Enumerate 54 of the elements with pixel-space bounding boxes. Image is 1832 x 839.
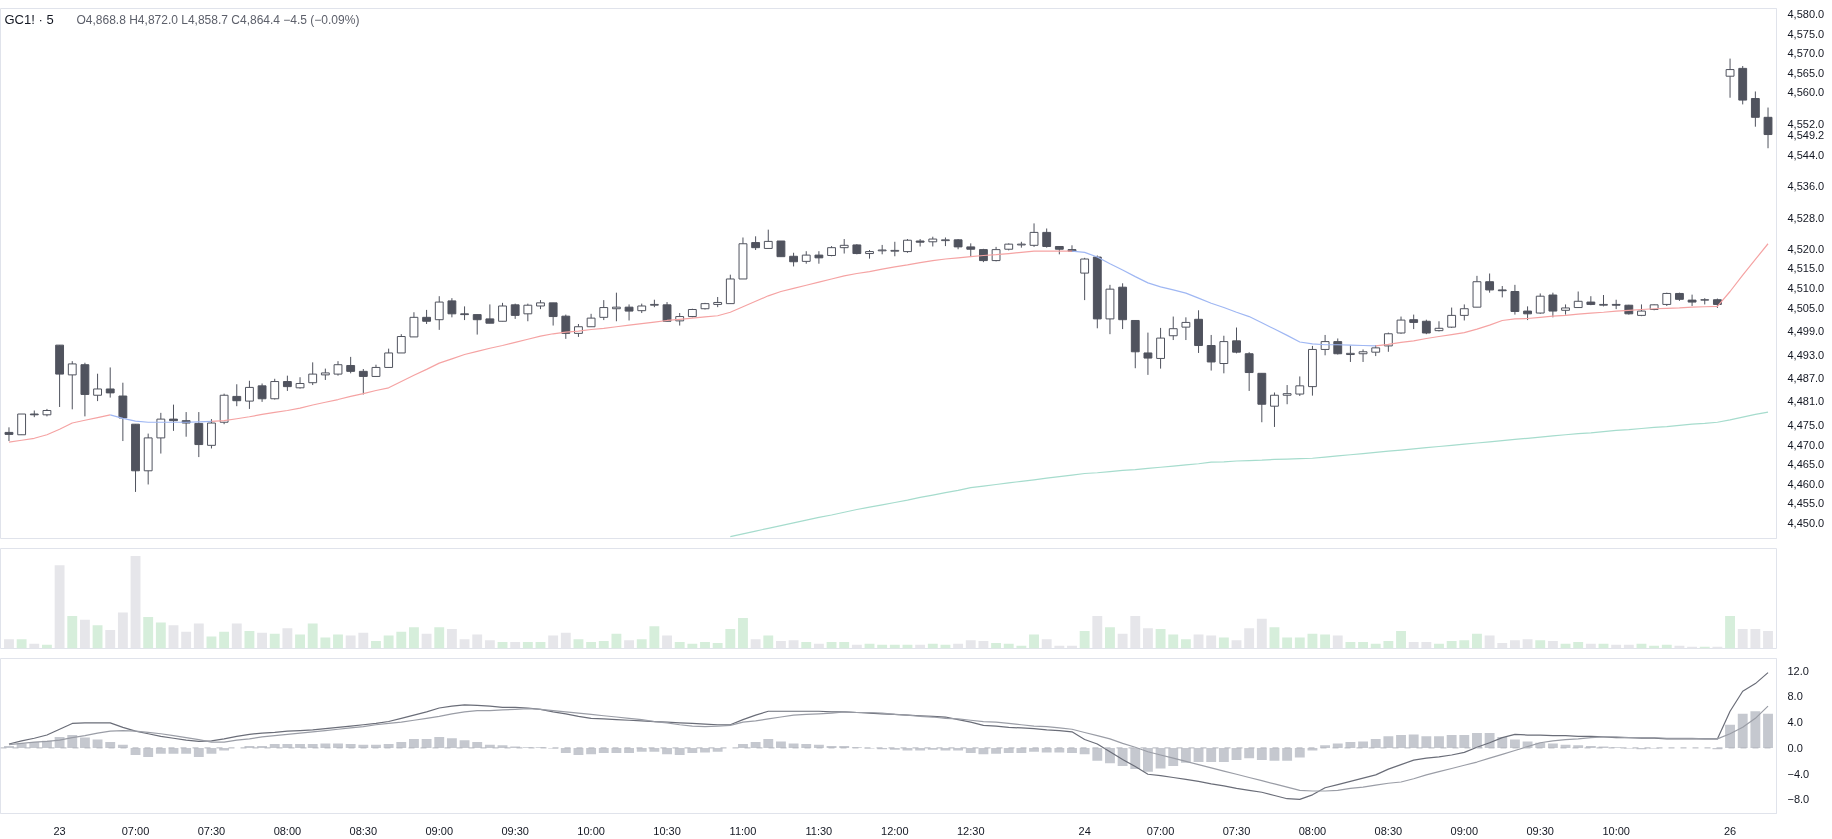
x-tick-label: 09:30 [501, 824, 529, 837]
y-tick-label: 4,580.0 [1787, 7, 1825, 20]
x-tick-label: 11:00 [729, 824, 757, 837]
y-tick-label: 4,475.0 [1787, 418, 1825, 431]
y-tick-label: 4.0 [1787, 716, 1803, 729]
y-tick-label: 4,528.0 [1787, 211, 1825, 224]
y-tick-label: 4,552.0 [1787, 117, 1825, 130]
y-tick-label: 4,510.0 [1787, 281, 1825, 294]
y-tick-label: 4,515.0 [1787, 262, 1825, 275]
y-tick-label: 4,549.2 [1787, 128, 1825, 141]
chart-title: GC1! · 5 [4, 11, 54, 27]
y-tick-label: 12.0 [1787, 664, 1809, 677]
x-tick-label: 26 [1723, 824, 1737, 837]
y-tick-label: 0.0 [1787, 741, 1803, 754]
x-tick-label: 10:30 [653, 824, 681, 837]
y-tick-label: 4,536.0 [1787, 180, 1825, 193]
x-tick-label: 09:00 [425, 824, 454, 837]
y-tick-label: 8.0 [1787, 690, 1803, 703]
y-tick-label: 4,505.0 [1787, 301, 1825, 314]
x-tick-label: 08:00 [273, 824, 302, 837]
y-tick-label: 4,481.0 [1787, 395, 1825, 408]
x-tick-label: 11:30 [805, 824, 833, 837]
chart-subtitle: O4,868.8 H4,872.0 L4,858.7 C4,864.4 −4.5 (−0.09%) [76, 12, 360, 27]
y-tick-label: 4,575.0 [1787, 27, 1825, 40]
y-tick-label: −8.0 [1787, 793, 1810, 806]
y-tick-label: 4,499.0 [1787, 325, 1825, 338]
x-tick-label: 10:00 [1602, 824, 1630, 837]
y-tick-label: 4,544.0 [1787, 148, 1825, 161]
y-tick-label: 4,487.0 [1787, 372, 1825, 385]
x-tick-label: 24 [1078, 824, 1091, 837]
y-tick-label: 4,470.0 [1787, 438, 1825, 451]
x-tick-label: 23 [53, 824, 66, 837]
x-tick-label: 08:00 [1298, 824, 1327, 837]
y-tick-label: 4,570.0 [1787, 47, 1825, 60]
x-tick-label: 12:00 [881, 824, 909, 837]
y-tick-label: 4,565.0 [1787, 66, 1825, 79]
x-tick-label: 07:00 [1146, 824, 1175, 837]
y-tick-label: 4,465.0 [1787, 458, 1825, 471]
x-tick-label: 12:30 [956, 824, 985, 837]
x-tick-label: 10:00 [577, 824, 605, 837]
x-tick-label: 08:30 [349, 824, 378, 837]
y-tick-label: −4.0 [1787, 767, 1810, 780]
y-tick-label: 4,455.0 [1787, 497, 1825, 510]
x-tick-label: 09:30 [1526, 824, 1554, 837]
x-tick-label: 08:30 [1374, 824, 1403, 837]
y-tick-label: 4,560.0 [1787, 86, 1825, 99]
x-tick-label: 07:00 [121, 824, 150, 837]
y-tick-label: 4,450.0 [1787, 516, 1825, 529]
x-tick-label: 07:30 [197, 824, 226, 837]
x-tick-label: 09:00 [1450, 824, 1479, 837]
y-tick-label: 4,493.0 [1787, 348, 1825, 361]
y-tick-label: 4,460.0 [1787, 477, 1825, 490]
y-tick-label: 4,520.0 [1787, 242, 1825, 255]
x-tick-label: 07:30 [1222, 824, 1251, 837]
